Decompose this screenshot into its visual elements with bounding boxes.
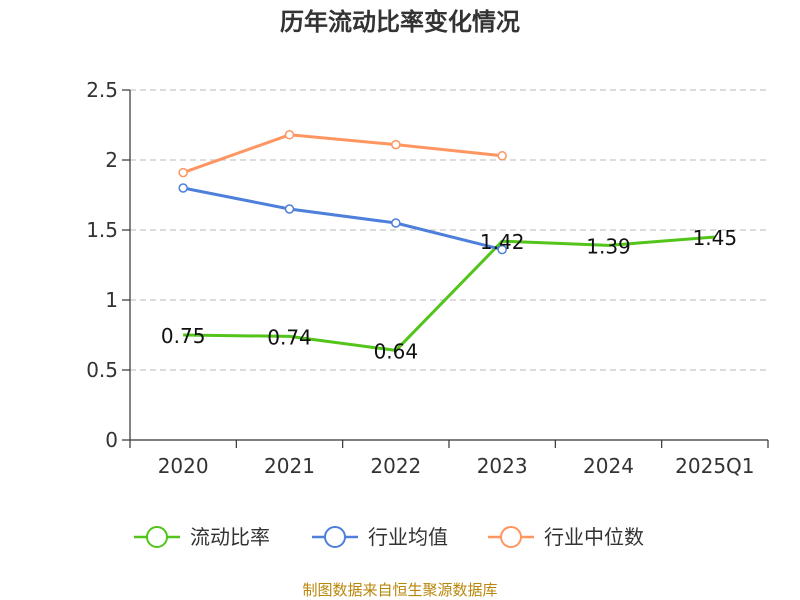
x-tick-label: 2025Q1 [675, 454, 754, 478]
y-tick-label: 1.5 [86, 218, 118, 242]
source-note: 制图数据来自恒生聚源数据库 [302, 581, 497, 599]
grid [130, 89, 768, 371]
series-marker [284, 204, 295, 214]
data-label: 0.74 [267, 325, 312, 349]
data-label: 0.75 [161, 324, 206, 348]
series-marker [497, 244, 507, 255]
y-tick-label: 2 [105, 148, 118, 172]
legend-marker [324, 526, 346, 548]
y-tick-label: 0.5 [86, 358, 118, 382]
y-tick-label: 0 [105, 428, 118, 452]
x-tick-label: 2023 [477, 454, 528, 478]
data-labels: 0.75 0.74 0.64 1.42 1.39 1.45 [161, 226, 737, 363]
data-label: 0.64 [374, 339, 419, 363]
series-line [183, 235, 715, 352]
legend-marker [146, 526, 168, 548]
x-tick-label: 2021 [264, 454, 315, 478]
legend-label: 流动比率 [190, 525, 270, 549]
series-marker [391, 139, 401, 150]
series-marker [497, 151, 507, 161]
data-label: 1.45 [693, 226, 738, 250]
series-layer [178, 130, 715, 352]
x-tick-label: 2020 [158, 454, 209, 478]
legend-label: 行业中位数 [544, 525, 644, 549]
data-label: 1.42 [480, 230, 525, 254]
x-tick-label: 2022 [370, 454, 421, 478]
series-marker [178, 183, 188, 193]
series-line [182, 186, 503, 252]
legend-label: 行业均值 [368, 525, 448, 549]
axes: 0 0.5 1 1.5 2 2.5 2020 2021 2022 2023 2024 2025Q1 [86, 78, 769, 478]
series-marker [391, 218, 401, 228]
series-marker [178, 167, 188, 178]
y-tick-label: 1 [105, 288, 118, 312]
legend: 流动比率 行业均值 行业中位数 [134, 525, 644, 549]
series-line [182, 133, 503, 175]
chart-title: 历年流动比率变化情况 [280, 8, 520, 36]
legend-marker [500, 526, 522, 548]
x-tick-label: 2024 [583, 454, 634, 478]
series-marker [284, 130, 295, 140]
y-tick-label: 2.5 [86, 78, 118, 102]
data-label: 1.39 [586, 234, 631, 258]
